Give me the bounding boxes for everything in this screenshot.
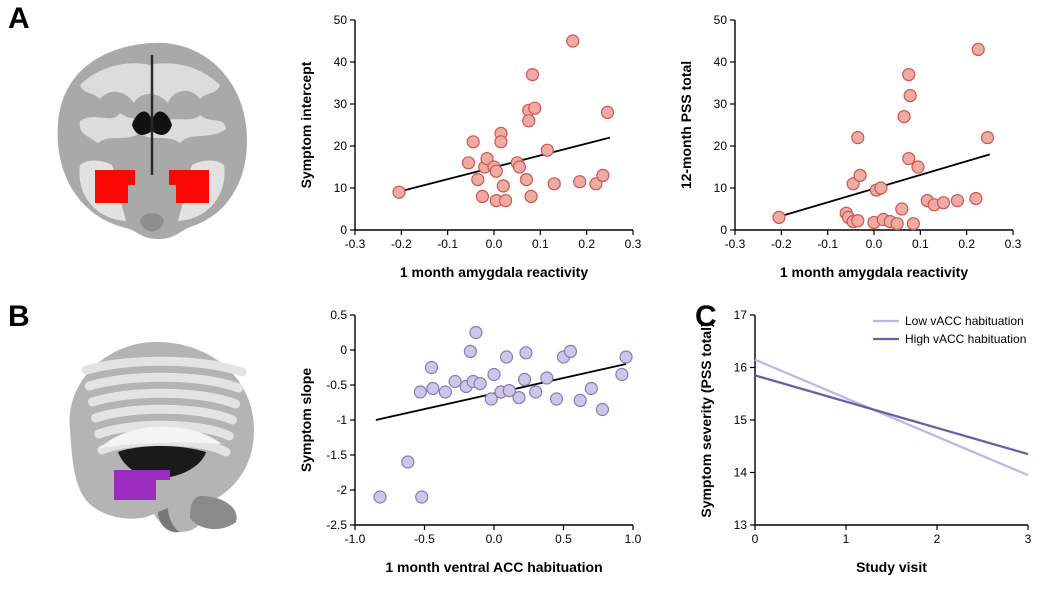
svg-text:30: 30 bbox=[334, 97, 348, 111]
panel-b-label: B bbox=[8, 300, 30, 334]
svg-text:-1: -1 bbox=[336, 413, 347, 427]
svg-text:16: 16 bbox=[734, 361, 748, 375]
svg-text:20: 20 bbox=[334, 139, 348, 153]
svg-text:17: 17 bbox=[734, 308, 748, 322]
svg-text:0.0: 0.0 bbox=[866, 237, 883, 251]
brain-coronal bbox=[40, 25, 260, 250]
svg-text:-1.5: -1.5 bbox=[326, 448, 347, 462]
svg-text:0.3: 0.3 bbox=[625, 237, 642, 251]
svg-text:1.0: 1.0 bbox=[625, 532, 642, 546]
scatter-a2: -0.3 -0.2 -0.1 0.0 0.1 0.2 0.3 0 10 20 30 40 50 1 mon… bbox=[675, 10, 1025, 285]
svg-text:0: 0 bbox=[340, 223, 347, 237]
svg-text:1 month amygdala reactivity: 1 month amygdala reactivity bbox=[400, 264, 589, 280]
svg-text:2: 2 bbox=[934, 532, 941, 546]
panel-a-label: A bbox=[8, 2, 30, 36]
svg-text:0.5: 0.5 bbox=[330, 308, 347, 322]
svg-text:1: 1 bbox=[843, 532, 850, 546]
svg-text:0.3: 0.3 bbox=[1005, 237, 1022, 251]
brain-sagittal bbox=[30, 320, 270, 545]
svg-text:-0.2: -0.2 bbox=[771, 237, 792, 251]
svg-text:40: 40 bbox=[334, 55, 348, 69]
svg-text:0.1: 0.1 bbox=[532, 237, 549, 251]
svg-text:-2.5: -2.5 bbox=[326, 518, 347, 532]
svg-text:-0.3: -0.3 bbox=[725, 237, 746, 251]
svg-text:0.2: 0.2 bbox=[958, 237, 975, 251]
svg-text:Symptom intercept: Symptom intercept bbox=[298, 61, 314, 188]
svg-text:15: 15 bbox=[734, 413, 748, 427]
svg-text:Symptom slope: Symptom slope bbox=[298, 368, 314, 472]
svg-text:0.5: 0.5 bbox=[555, 532, 572, 546]
svg-text:13: 13 bbox=[734, 518, 748, 532]
svg-text:-0.2: -0.2 bbox=[391, 237, 412, 251]
svg-text:12-month PSS total: 12-month PSS total bbox=[678, 61, 694, 189]
figure-root: A B C -0.3-0.2-0.10.00.10.20.30102030405… bbox=[0, 0, 1050, 593]
svg-text:1 month ventral ACC habituatio: 1 month ventral ACC habituation bbox=[385, 559, 602, 575]
svg-text:0: 0 bbox=[752, 532, 759, 546]
line-c: 0 1 2 3 13 14 15 16 17 Low vACC habituation High v… bbox=[695, 305, 1040, 580]
svg-text:10: 10 bbox=[714, 181, 728, 195]
svg-text:0: 0 bbox=[720, 223, 727, 237]
svg-text:14: 14 bbox=[734, 466, 748, 480]
svg-text:1 month amygdala reactivity: 1 month amygdala reactivity bbox=[780, 264, 969, 280]
svg-text:-1.0: -1.0 bbox=[345, 532, 366, 546]
svg-text:0.1: 0.1 bbox=[912, 237, 929, 251]
svg-text:-0.5: -0.5 bbox=[414, 532, 435, 546]
svg-text:Low vACC habituation: Low vACC habituation bbox=[905, 314, 1024, 328]
svg-text:Study visit: Study visit bbox=[856, 559, 927, 575]
svg-text:-0.5: -0.5 bbox=[326, 378, 347, 392]
svg-text:-0.1: -0.1 bbox=[437, 237, 458, 251]
svg-text:30: 30 bbox=[714, 97, 728, 111]
svg-text:High vACC habituation: High vACC habituation bbox=[905, 332, 1026, 346]
scatter-a1: -0.3 -0.2 -0.1 0.0 0.1 0.2 0.3 0 10 20 30 40 50 1 mon… bbox=[295, 10, 645, 285]
svg-text:0.2: 0.2 bbox=[578, 237, 595, 251]
svg-text:0.0: 0.0 bbox=[486, 532, 503, 546]
svg-text:3: 3 bbox=[1025, 532, 1032, 546]
svg-text:50: 50 bbox=[334, 13, 348, 27]
svg-text:20: 20 bbox=[714, 139, 728, 153]
svg-text:10: 10 bbox=[334, 181, 348, 195]
svg-text:40: 40 bbox=[714, 55, 728, 69]
svg-text:0: 0 bbox=[340, 343, 347, 357]
svg-text:0.0: 0.0 bbox=[486, 237, 503, 251]
scatter-b: -1.0 -0.5 0.0 0.5 1.0 -2.5 -2 -1.5 -1 -0.5 0 0.5 1 m… bbox=[295, 305, 645, 580]
svg-text:Symptom severity (PSS total): Symptom severity (PSS total) bbox=[698, 322, 714, 517]
svg-text:-2: -2 bbox=[336, 483, 347, 497]
svg-text:-0.3: -0.3 bbox=[345, 237, 366, 251]
svg-text:-0.1: -0.1 bbox=[817, 237, 838, 251]
svg-text:50: 50 bbox=[714, 13, 728, 27]
